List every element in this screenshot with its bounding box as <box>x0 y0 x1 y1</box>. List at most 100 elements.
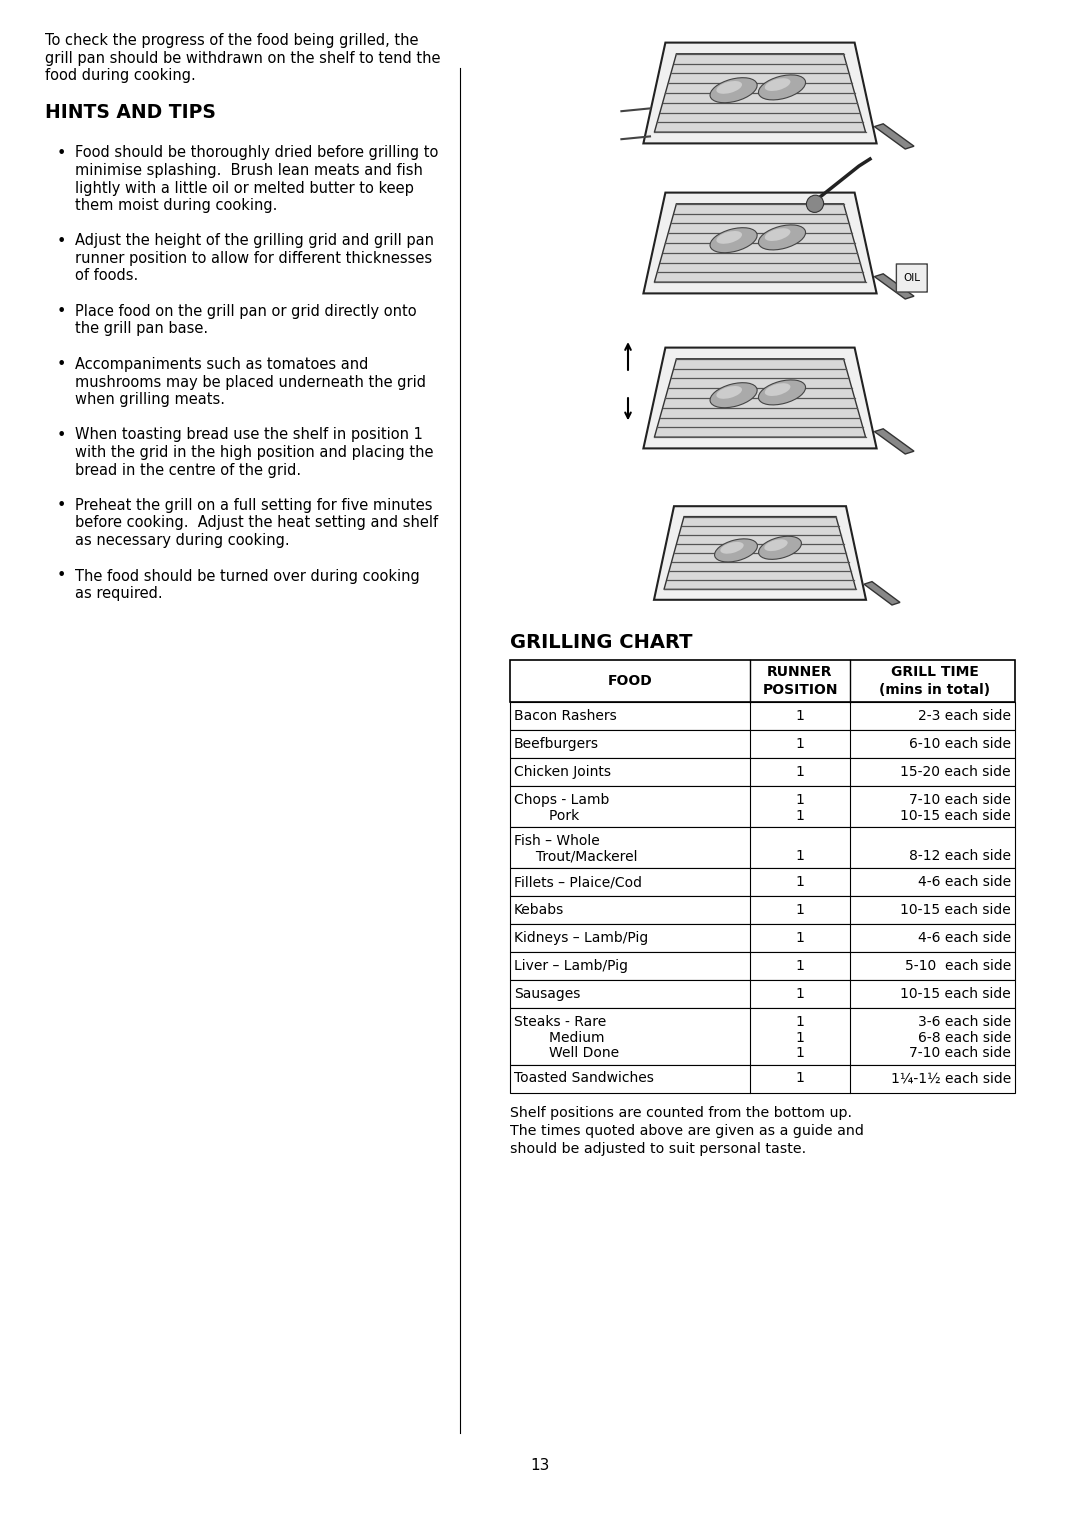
Bar <box>510 895 1015 924</box>
Text: 15-20 each side: 15-20 each side <box>901 766 1011 779</box>
Text: as necessary during cooking.: as necessary during cooking. <box>75 533 289 549</box>
Text: Trout/Mackerel: Trout/Mackerel <box>514 850 637 863</box>
Text: 1: 1 <box>796 903 805 917</box>
Ellipse shape <box>710 78 757 102</box>
Ellipse shape <box>758 536 801 559</box>
Text: with the grid in the high position and placing the: with the grid in the high position and p… <box>75 445 433 460</box>
Polygon shape <box>875 274 914 299</box>
Bar <box>510 701 1015 730</box>
Text: food during cooking.: food during cooking. <box>45 69 195 83</box>
Text: HINTS AND TIPS: HINTS AND TIPS <box>45 104 216 122</box>
Text: 10-15 each side: 10-15 each side <box>901 987 1011 1001</box>
Bar <box>510 785 1015 827</box>
Text: Food should be thoroughly dried before grilling to: Food should be thoroughly dried before g… <box>75 145 438 160</box>
Text: The food should be turned over during cooking: The food should be turned over during co… <box>75 568 420 584</box>
Polygon shape <box>875 429 914 454</box>
Bar <box>510 758 1015 785</box>
Text: Toasted Sandwiches: Toasted Sandwiches <box>514 1071 653 1085</box>
Text: 2-3 each side: 2-3 each side <box>918 709 1011 723</box>
Polygon shape <box>644 43 877 144</box>
Text: When toasting bread use the shelf in position 1: When toasting bread use the shelf in pos… <box>75 428 423 443</box>
Text: 4-6 each side: 4-6 each side <box>918 931 1011 944</box>
Ellipse shape <box>710 382 757 408</box>
Text: 1: 1 <box>796 766 805 779</box>
Text: 1: 1 <box>796 1030 805 1045</box>
Text: RUNNER
POSITION: RUNNER POSITION <box>762 665 838 697</box>
Text: 1: 1 <box>796 808 805 822</box>
Polygon shape <box>654 506 866 601</box>
Text: 1: 1 <box>796 1015 805 1028</box>
Ellipse shape <box>716 81 742 93</box>
Text: 1: 1 <box>796 709 805 723</box>
Text: 1¼-1½ each side: 1¼-1½ each side <box>891 1071 1011 1085</box>
Text: Steaks - Rare: Steaks - Rare <box>514 1015 606 1028</box>
Text: FOOD: FOOD <box>608 674 652 688</box>
Text: Kidneys – Lamb/Pig: Kidneys – Lamb/Pig <box>514 931 648 944</box>
Text: 4-6 each side: 4-6 each side <box>918 876 1011 889</box>
Text: GRILLING CHART: GRILLING CHART <box>510 633 692 652</box>
Bar <box>510 952 1015 979</box>
Polygon shape <box>644 347 877 448</box>
Text: Chicken Joints: Chicken Joints <box>514 766 611 779</box>
Ellipse shape <box>720 542 744 553</box>
Text: 6-8 each side: 6-8 each side <box>918 1030 1011 1045</box>
Text: 1: 1 <box>796 850 805 863</box>
Polygon shape <box>654 359 865 437</box>
Text: Medium: Medium <box>514 1030 605 1045</box>
Ellipse shape <box>710 228 757 252</box>
Text: Pork: Pork <box>514 808 579 822</box>
Text: The times quoted above are given as a guide and: The times quoted above are given as a gu… <box>510 1125 864 1138</box>
Polygon shape <box>654 203 865 283</box>
Text: mushrooms may be placed underneath the grid: mushrooms may be placed underneath the g… <box>75 374 426 390</box>
Text: 10-15 each side: 10-15 each side <box>901 808 1011 822</box>
Text: Fish – Whole: Fish – Whole <box>514 834 599 848</box>
Ellipse shape <box>716 387 742 399</box>
Ellipse shape <box>765 228 791 241</box>
Text: as required.: as required. <box>75 587 163 601</box>
Ellipse shape <box>807 196 824 212</box>
Text: Sausages: Sausages <box>514 987 580 1001</box>
Ellipse shape <box>758 225 806 251</box>
Text: 1: 1 <box>796 1071 805 1085</box>
Text: Preheat the grill on a full setting for five minutes: Preheat the grill on a full setting for … <box>75 498 432 513</box>
Text: 1: 1 <box>796 931 805 944</box>
Ellipse shape <box>765 384 791 396</box>
Text: GRILL TIME
(mins in total): GRILL TIME (mins in total) <box>879 665 990 697</box>
Text: before cooking.  Adjust the heat setting and shelf: before cooking. Adjust the heat setting … <box>75 515 438 530</box>
Polygon shape <box>644 193 877 293</box>
Text: Kebabs: Kebabs <box>514 903 564 917</box>
Text: the grill pan base.: the grill pan base. <box>75 321 208 336</box>
Polygon shape <box>875 124 914 150</box>
Ellipse shape <box>758 380 806 405</box>
Text: 7-10 each side: 7-10 each side <box>909 793 1011 807</box>
Polygon shape <box>864 582 900 605</box>
Text: Adjust the height of the grilling grid and grill pan: Adjust the height of the grilling grid a… <box>75 234 434 249</box>
Polygon shape <box>654 53 865 133</box>
Polygon shape <box>664 516 856 590</box>
Text: •: • <box>57 234 66 249</box>
Ellipse shape <box>765 539 787 552</box>
Bar <box>510 979 1015 1008</box>
Text: 1: 1 <box>796 736 805 750</box>
Bar <box>510 868 1015 895</box>
Text: 8-12 each side: 8-12 each side <box>909 850 1011 863</box>
Text: Well Done: Well Done <box>514 1047 619 1060</box>
Bar <box>510 827 1015 868</box>
Text: when grilling meats.: when grilling meats. <box>75 393 225 406</box>
Text: Chops - Lamb: Chops - Lamb <box>514 793 609 807</box>
Text: lightly with a little oil or melted butter to keep: lightly with a little oil or melted butt… <box>75 180 414 196</box>
Bar <box>510 730 1015 758</box>
Text: Shelf positions are counted from the bottom up.: Shelf positions are counted from the bot… <box>510 1106 852 1120</box>
Ellipse shape <box>716 231 742 244</box>
Bar <box>510 924 1015 952</box>
Text: of foods.: of foods. <box>75 269 138 284</box>
Text: •: • <box>57 145 66 160</box>
Text: •: • <box>57 498 66 513</box>
Text: Accompaniments such as tomatoes and: Accompaniments such as tomatoes and <box>75 358 368 371</box>
Text: Beefburgers: Beefburgers <box>514 736 599 750</box>
Text: 10-15 each side: 10-15 each side <box>901 903 1011 917</box>
Text: 1: 1 <box>796 960 805 973</box>
Text: 1: 1 <box>796 876 805 889</box>
Bar <box>510 1008 1015 1065</box>
Text: minimise splashing.  Brush lean meats and fish: minimise splashing. Brush lean meats and… <box>75 163 423 177</box>
